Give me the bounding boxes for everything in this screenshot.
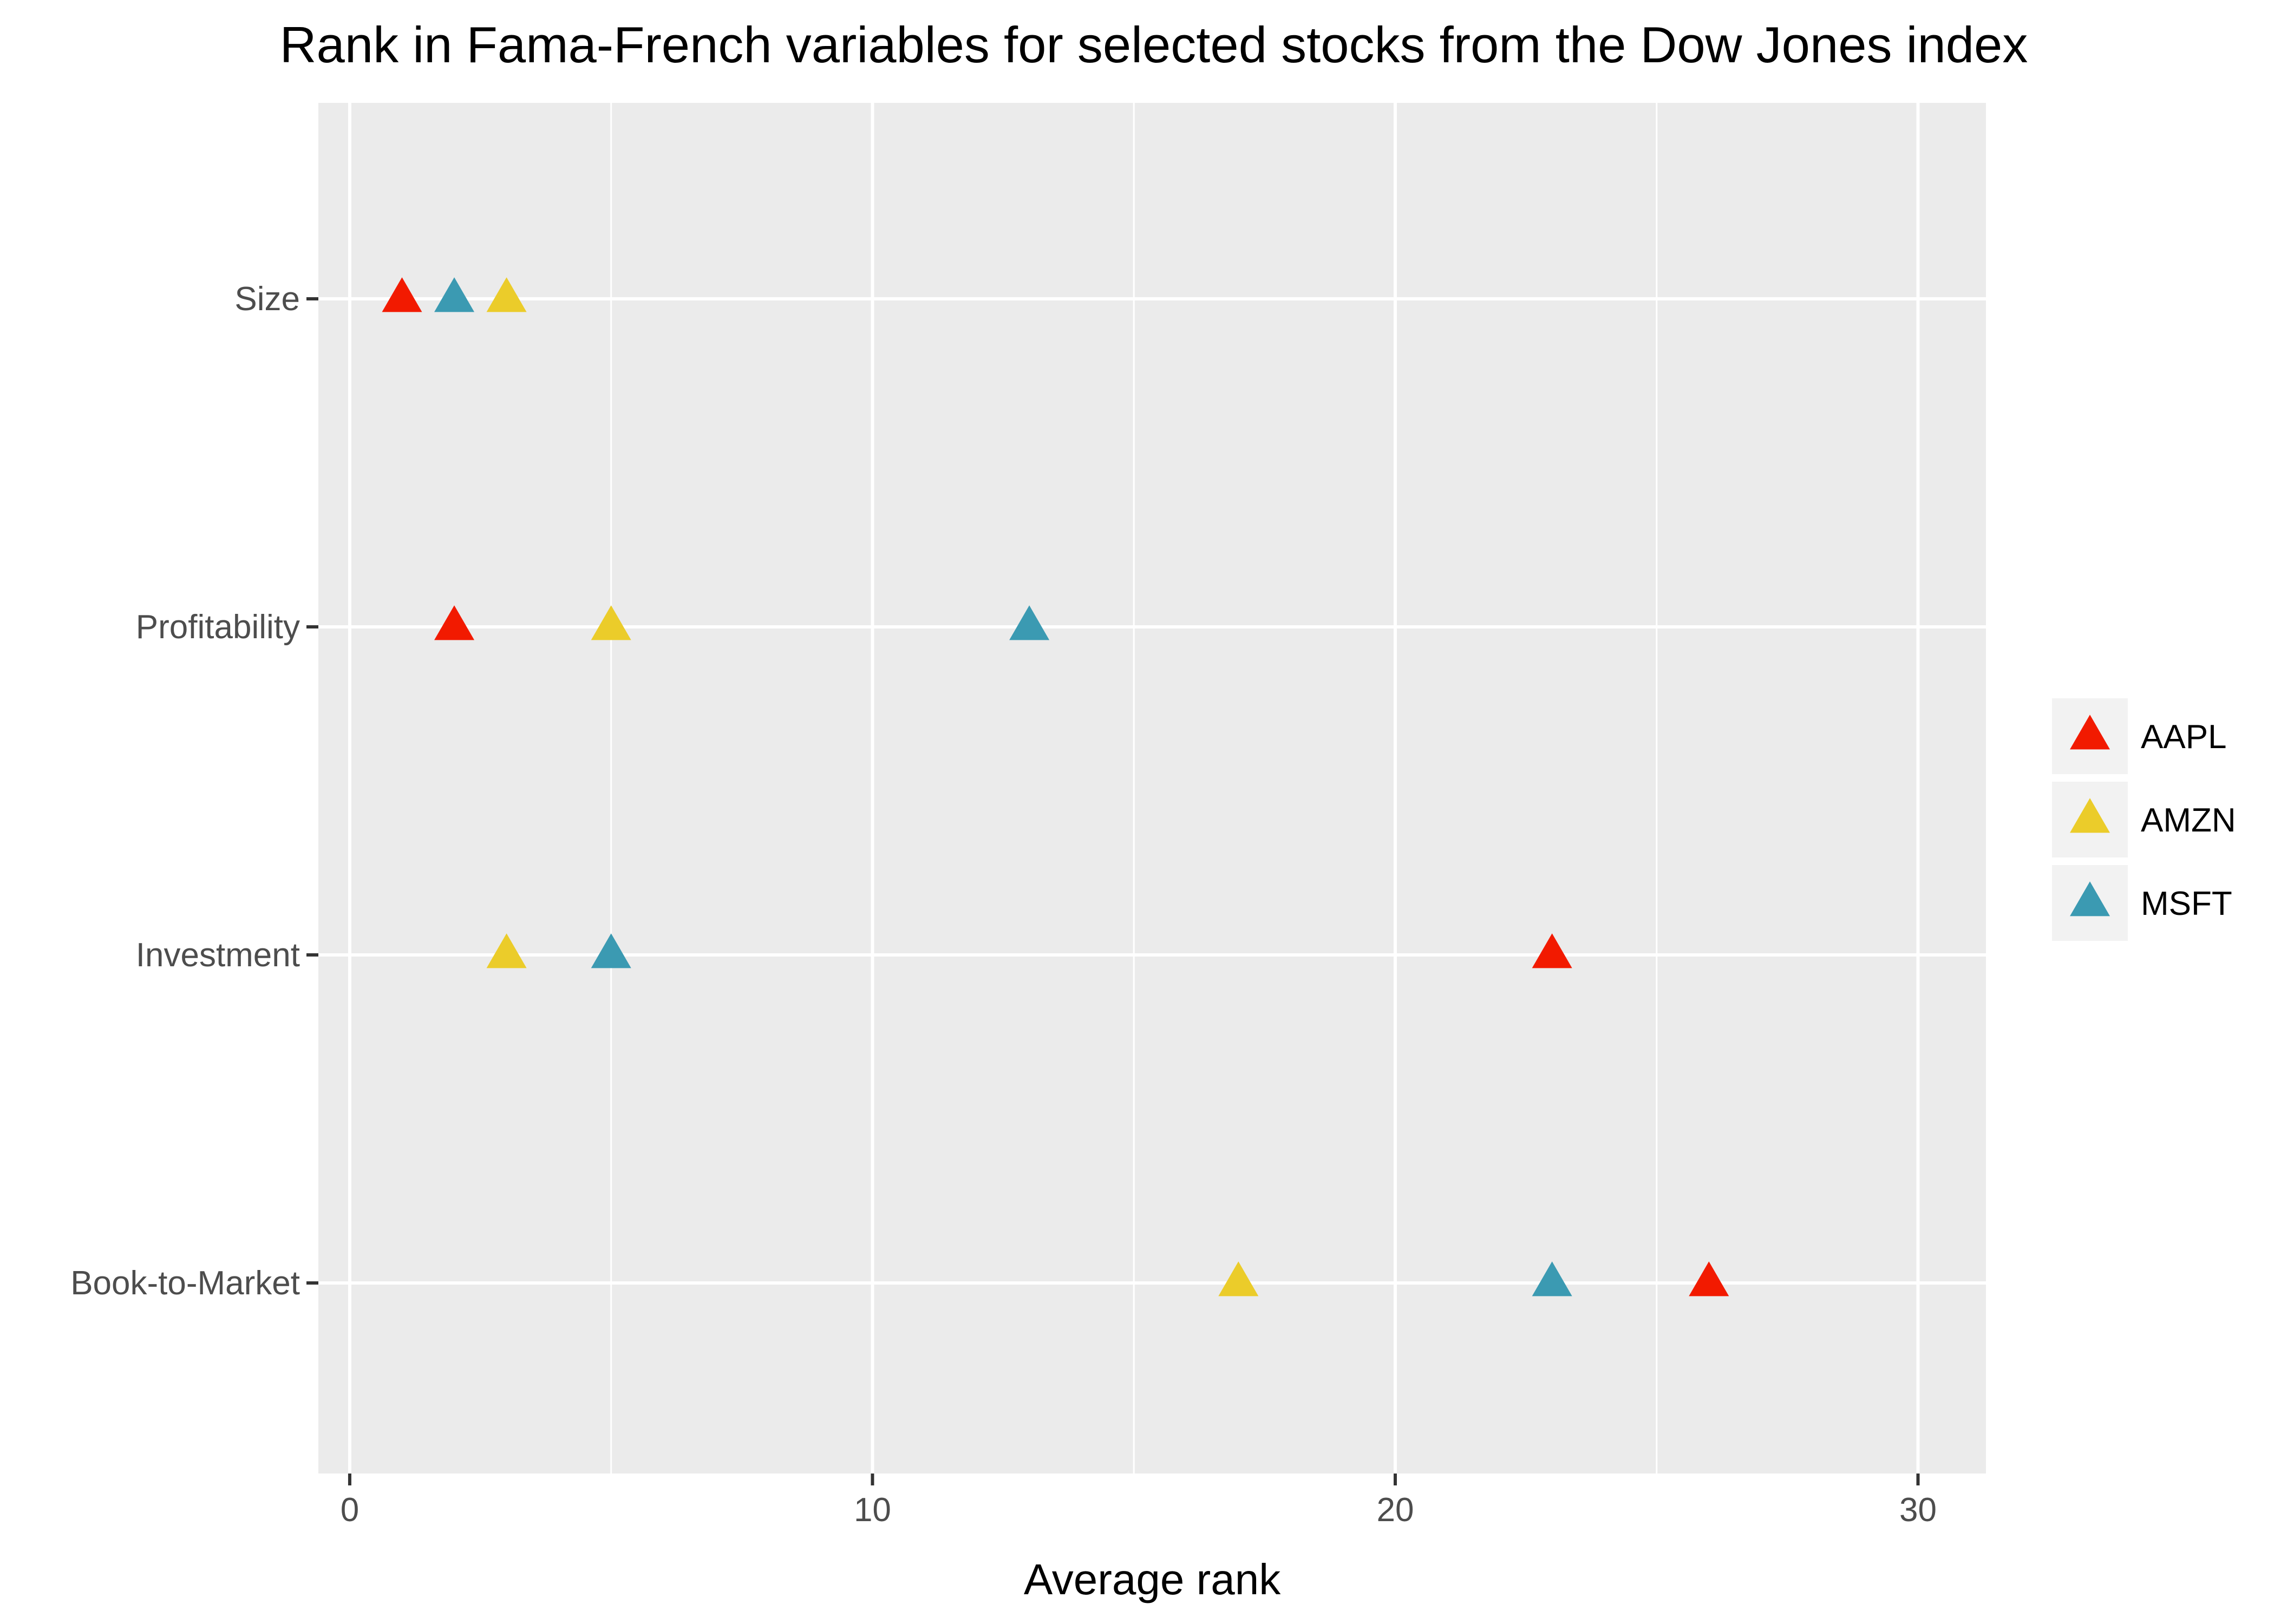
legend-label: AMZN [2141, 802, 2236, 839]
legend-marker-msft [2070, 881, 2110, 916]
point-msft [434, 277, 475, 312]
point-msft [1009, 605, 1050, 640]
legend-label: AAPL [2141, 718, 2227, 756]
point-amzn [486, 933, 527, 968]
point-amzn [1218, 1261, 1259, 1296]
legend-marker-aapl [2070, 715, 2110, 750]
point-msft [1532, 1261, 1572, 1296]
legend: AAPL AMZN MSFT [2052, 698, 2236, 941]
x-axis: 0 10 20 30 [341, 1474, 1937, 1529]
legend-marker-amzn [2070, 798, 2110, 833]
x-tick-label: 30 [1899, 1491, 1937, 1529]
x-tick-label: 0 [341, 1491, 359, 1529]
y-tick-label: Profitability [136, 608, 300, 646]
grid-lines [318, 103, 1986, 1474]
data-points [382, 277, 1729, 1296]
point-aapl [1532, 933, 1572, 968]
x-tick-label: 10 [854, 1491, 891, 1529]
y-tick-label: Size [234, 280, 300, 318]
x-tick-label: 20 [1376, 1491, 1414, 1529]
point-amzn [486, 277, 527, 312]
point-aapl [382, 277, 422, 312]
y-tick-label: Book-to-Market [70, 1265, 300, 1302]
legend-label: MSFT [2141, 885, 2232, 922]
point-amzn [591, 605, 631, 640]
plot-panel [318, 103, 1986, 1474]
point-aapl [434, 605, 475, 640]
point-msft [591, 933, 631, 968]
x-axis-title: Average rank [1024, 1555, 1281, 1603]
y-tick-label: Investment [136, 937, 300, 974]
chart-title: Rank in Fama-French variables for select… [280, 16, 2028, 73]
y-axis: Size Profitability Investment Book-to-Marke… [70, 280, 318, 1302]
point-aapl [1689, 1261, 1729, 1296]
